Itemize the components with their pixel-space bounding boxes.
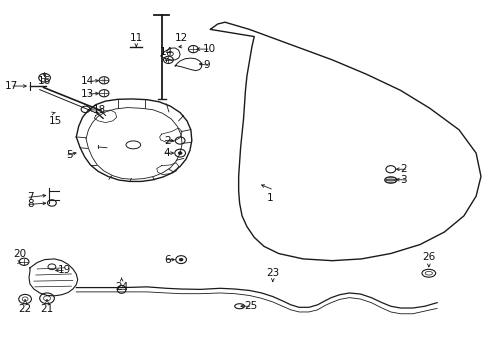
Text: 13: 13 <box>81 89 94 99</box>
Text: 2: 2 <box>163 136 170 145</box>
Text: 23: 23 <box>265 267 279 278</box>
Text: 4: 4 <box>163 148 170 158</box>
Text: 22: 22 <box>19 304 32 314</box>
Text: 5: 5 <box>66 150 73 160</box>
Text: 14: 14 <box>81 76 94 86</box>
Text: 19: 19 <box>58 265 71 275</box>
Text: 26: 26 <box>421 252 434 262</box>
Text: 10: 10 <box>203 44 216 54</box>
Text: 24: 24 <box>115 282 128 292</box>
Text: 15: 15 <box>49 116 62 126</box>
Text: 6: 6 <box>164 255 171 265</box>
Text: 25: 25 <box>244 301 257 311</box>
Text: 1: 1 <box>266 193 272 203</box>
Text: 2: 2 <box>400 164 407 174</box>
Text: 11: 11 <box>129 33 142 43</box>
Circle shape <box>179 258 183 261</box>
Text: 16: 16 <box>38 76 51 86</box>
Text: 7: 7 <box>27 192 34 202</box>
Text: 17: 17 <box>4 81 18 91</box>
Circle shape <box>178 152 182 154</box>
Text: 12: 12 <box>174 33 187 43</box>
Text: 20: 20 <box>14 249 27 259</box>
Text: 14: 14 <box>160 48 173 57</box>
Text: 9: 9 <box>203 60 209 70</box>
Text: 3: 3 <box>400 175 407 185</box>
Text: 18: 18 <box>92 105 105 115</box>
Text: 8: 8 <box>27 199 34 210</box>
Text: 21: 21 <box>41 304 54 314</box>
